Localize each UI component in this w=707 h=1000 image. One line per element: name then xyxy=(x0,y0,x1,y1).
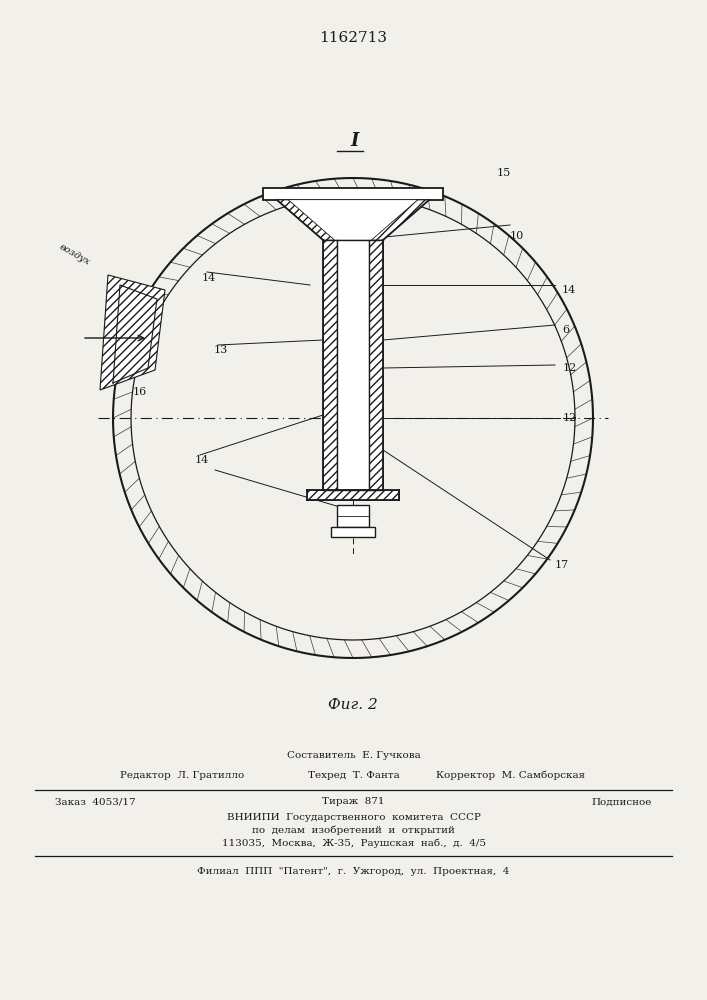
Polygon shape xyxy=(100,275,165,390)
Polygon shape xyxy=(369,240,383,490)
Text: 12: 12 xyxy=(563,413,577,423)
Text: по  делам  изобретений  и  открытий: по делам изобретений и открытий xyxy=(252,825,455,835)
Text: Фиг. 2: Фиг. 2 xyxy=(328,698,378,712)
Text: ВНИИПИ  Государственного  комитета  СССР: ВНИИПИ Государственного комитета СССР xyxy=(226,812,481,822)
Bar xyxy=(337,505,369,527)
Bar xyxy=(331,527,375,537)
Text: 16: 16 xyxy=(133,387,147,397)
Text: Редактор  Л. Гратилло: Редактор Л. Гратилло xyxy=(120,770,244,780)
Text: Филиал  ППП  "Патент",  г.  Ужгород,  ул.  Проектная,  4: Филиал ППП "Патент", г. Ужгород, ул. Про… xyxy=(197,867,510,876)
Text: Заказ  4053/17: Заказ 4053/17 xyxy=(55,798,136,806)
Text: 17: 17 xyxy=(555,560,569,570)
Text: 15: 15 xyxy=(497,168,511,178)
Text: 12: 12 xyxy=(563,363,577,373)
Text: 1162713: 1162713 xyxy=(320,31,387,45)
Polygon shape xyxy=(307,490,399,500)
Polygon shape xyxy=(371,200,429,240)
Polygon shape xyxy=(323,240,337,490)
Text: 113035,  Москва,  Ж-35,  Раушская  наб.,  д.  4/5: 113035, Москва, Ж-35, Раушская наб., д. … xyxy=(221,838,486,848)
Text: Тираж  871: Тираж 871 xyxy=(322,798,385,806)
Text: 10: 10 xyxy=(510,231,525,241)
Bar xyxy=(337,240,369,490)
Text: Составитель  Е. Гучкова: Составитель Е. Гучкова xyxy=(286,752,421,760)
Polygon shape xyxy=(277,200,335,240)
Text: 6: 6 xyxy=(562,325,569,335)
Text: Подписное: Подписное xyxy=(592,798,652,806)
Text: 14: 14 xyxy=(562,285,576,295)
Text: воздух: воздух xyxy=(58,242,92,267)
Text: Корректор  М. Самборская: Корректор М. Самборская xyxy=(436,770,585,780)
Text: Техред  Т. Фанта: Техред Т. Фанта xyxy=(308,770,399,780)
Text: 14: 14 xyxy=(202,273,216,283)
Bar xyxy=(263,188,443,200)
Text: 14: 14 xyxy=(195,455,209,465)
Text: 13: 13 xyxy=(214,345,228,355)
Text: I: I xyxy=(351,132,359,150)
Polygon shape xyxy=(289,200,417,240)
